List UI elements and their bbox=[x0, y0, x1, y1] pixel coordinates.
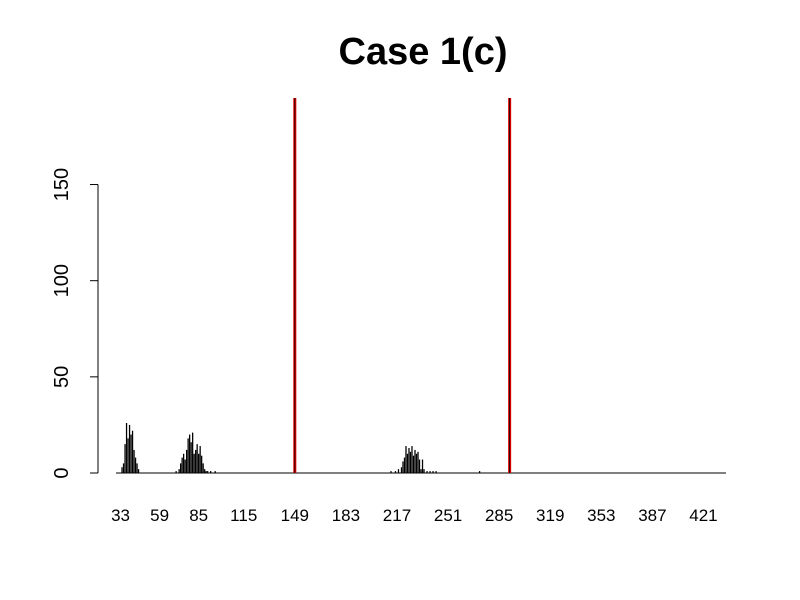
x-tick-label: 183 bbox=[332, 506, 360, 525]
bar bbox=[125, 423, 128, 473]
bar bbox=[394, 471, 397, 473]
x-tick-label: 85 bbox=[189, 506, 208, 525]
bar bbox=[408, 448, 410, 473]
bar bbox=[400, 467, 403, 473]
bar bbox=[405, 446, 407, 473]
bar bbox=[412, 455, 415, 473]
bar bbox=[411, 446, 413, 473]
bar bbox=[390, 471, 392, 473]
bar bbox=[186, 449, 188, 473]
bar bbox=[207, 471, 209, 473]
bar bbox=[178, 469, 180, 473]
bar bbox=[420, 469, 422, 473]
bar bbox=[128, 424, 131, 473]
bar bbox=[130, 434, 132, 473]
bar bbox=[421, 459, 424, 473]
bar bbox=[192, 432, 194, 473]
bar bbox=[121, 467, 123, 473]
x-tick-label: 217 bbox=[383, 506, 411, 525]
x-tick-label: 33 bbox=[111, 506, 130, 525]
y-tick-label: 0 bbox=[51, 467, 73, 478]
bar bbox=[198, 453, 200, 473]
bar bbox=[136, 463, 138, 473]
bar bbox=[175, 471, 177, 473]
bar bbox=[418, 459, 421, 473]
bar bbox=[214, 471, 216, 473]
bar bbox=[423, 469, 425, 473]
bar bbox=[134, 457, 137, 473]
bar bbox=[193, 453, 195, 473]
bar bbox=[204, 469, 206, 473]
x-tick-label: 421 bbox=[689, 506, 717, 525]
bars bbox=[121, 423, 481, 473]
bar bbox=[417, 451, 419, 473]
bar bbox=[179, 463, 182, 473]
bar bbox=[184, 459, 186, 473]
bar bbox=[478, 471, 481, 473]
bar bbox=[181, 457, 183, 473]
bar bbox=[205, 471, 207, 473]
bar bbox=[190, 442, 192, 473]
bar bbox=[406, 453, 409, 473]
bar bbox=[429, 471, 431, 473]
bar bbox=[196, 444, 198, 473]
bar bbox=[415, 453, 418, 473]
bar bbox=[131, 430, 134, 473]
x-tick-label: 59 bbox=[150, 506, 169, 525]
bar bbox=[201, 455, 203, 473]
bar bbox=[195, 449, 197, 473]
bar bbox=[187, 438, 189, 473]
x-tick-label: 353 bbox=[587, 506, 615, 525]
y-tick-label: 50 bbox=[51, 366, 73, 388]
y-axis: 0 50 100 150 bbox=[51, 168, 99, 479]
x-tick-label: 251 bbox=[434, 506, 462, 525]
x-tick-label: 115 bbox=[230, 506, 257, 525]
bar bbox=[210, 471, 212, 473]
bar bbox=[397, 469, 400, 473]
bar bbox=[426, 471, 428, 473]
bar bbox=[409, 451, 412, 473]
bar bbox=[402, 461, 404, 473]
x-tick-label: 149 bbox=[281, 506, 309, 525]
bar bbox=[189, 434, 191, 473]
bar bbox=[202, 463, 204, 473]
bar bbox=[414, 449, 416, 473]
bar bbox=[124, 444, 126, 473]
bar bbox=[403, 457, 406, 473]
x-tick-label: 319 bbox=[536, 506, 564, 525]
chart-title: Case 1(c) bbox=[339, 31, 508, 73]
x-tick-label: 387 bbox=[638, 506, 666, 525]
x-tick-label: 285 bbox=[485, 506, 513, 525]
bar bbox=[432, 471, 434, 473]
y-tick-label: 100 bbox=[51, 264, 73, 297]
bar bbox=[133, 449, 135, 473]
bar bbox=[199, 446, 201, 473]
bar bbox=[182, 453, 185, 473]
bar bbox=[122, 463, 125, 473]
x-tick-labels: 33 59 85 115 149 183 217 251 285 319 353 387 421 bbox=[111, 506, 718, 525]
bar bbox=[435, 471, 437, 473]
bar bbox=[137, 469, 140, 473]
y-tick-label: 150 bbox=[51, 168, 73, 201]
vertical-lines bbox=[293, 98, 512, 473]
bar bbox=[127, 438, 129, 473]
